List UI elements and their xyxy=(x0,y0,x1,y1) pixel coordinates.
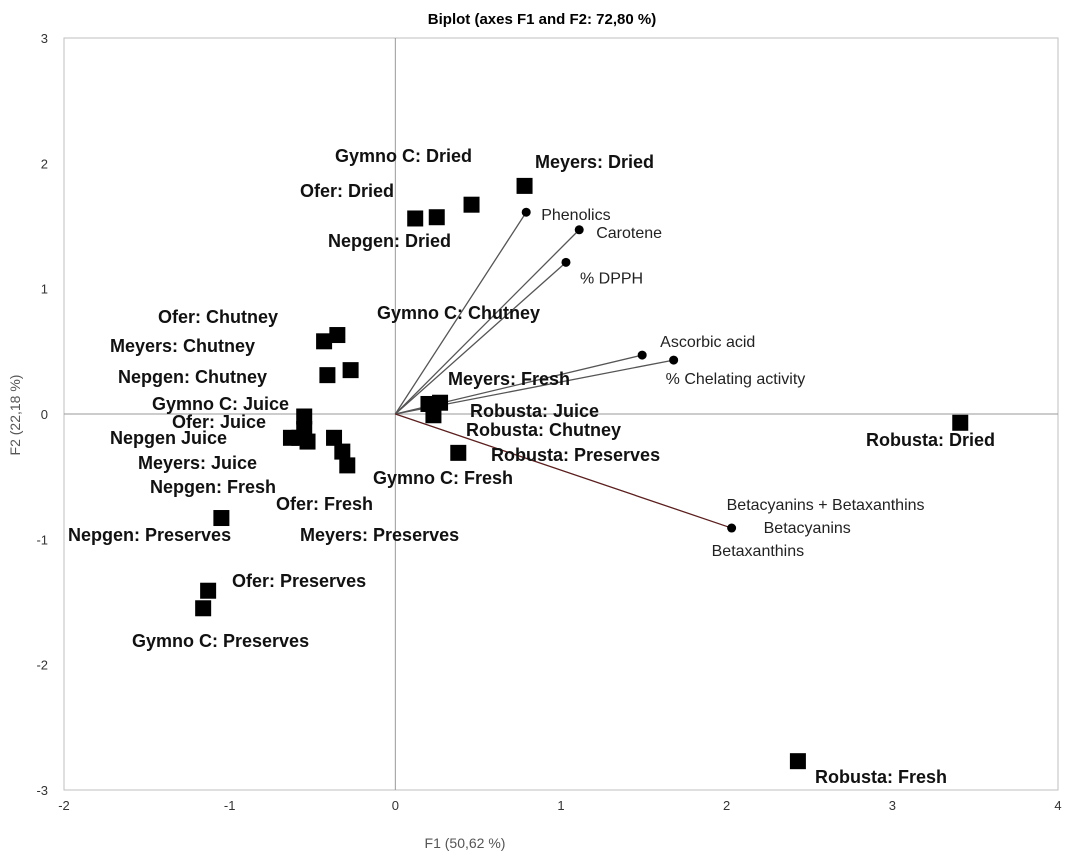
y-tick-label: 2 xyxy=(41,156,48,171)
observation-label: Nepgen Juice xyxy=(110,428,227,448)
observation-label: Ofer: Dried xyxy=(300,181,394,201)
variable-vector-line xyxy=(394,261,567,415)
y-tick-labels: -3 -2 -1 0 1 2 3 xyxy=(36,31,48,798)
observation-label: Gymno C: Juice xyxy=(152,394,289,414)
observation-marker xyxy=(291,429,308,446)
observation-marker xyxy=(450,444,467,461)
chart-title: Biplot (axes F1 and F2: 72,80 %) xyxy=(428,11,656,28)
x-tick-label: 0 xyxy=(392,798,399,813)
observation-marker xyxy=(316,333,333,350)
variable-vector-line xyxy=(395,413,732,529)
variable-vector-tip xyxy=(669,355,679,365)
observation-label: Ofer: Juice xyxy=(172,412,266,432)
x-tick-label: 4 xyxy=(1054,798,1061,813)
observation-label: Meyers: Dried xyxy=(535,152,654,172)
observation-markers xyxy=(195,177,969,770)
observation-label: Robusta: Fresh xyxy=(815,767,947,787)
observation-marker xyxy=(425,407,442,424)
observation-label: Robusta: Chutney xyxy=(466,420,621,440)
x-tick-label: 2 xyxy=(723,798,730,813)
variable-label: Betacyanins + Betaxanthins xyxy=(727,497,925,514)
observation-marker xyxy=(428,209,445,226)
variable-label: Betaxanthins xyxy=(712,543,805,560)
observation-label: Meyers: Juice xyxy=(138,453,257,473)
variable-vector-line xyxy=(394,211,527,415)
variable-vector-line xyxy=(394,229,580,415)
observation-label: Ofer: Preserves xyxy=(232,571,366,591)
observation-marker xyxy=(296,408,313,425)
y-tick-label: -1 xyxy=(36,532,48,547)
y-tick-label: 1 xyxy=(41,282,48,297)
x-tick-label: 3 xyxy=(889,798,896,813)
observation-label: Meyers: Chutney xyxy=(110,336,255,356)
y-tick-label: 3 xyxy=(41,31,48,46)
observation-label: Nepgen: Dried xyxy=(328,231,451,251)
observation-labels: Gymno C: Dried Meyers: Dried Ofer: Dried Ne… xyxy=(68,146,995,787)
observation-label: Gymno C: Preserves xyxy=(132,631,309,651)
observation-label: Ofer: Chutney xyxy=(158,307,278,327)
observation-marker xyxy=(213,510,230,527)
observation-marker xyxy=(329,327,346,344)
variable-vector-tip xyxy=(727,523,737,533)
x-tick-label: 1 xyxy=(557,798,564,813)
observation-label: Nepgen: Chutney xyxy=(118,367,267,387)
observation-label: Ofer: Fresh xyxy=(276,494,373,514)
observation-marker xyxy=(334,443,351,460)
observation-marker xyxy=(319,367,336,384)
variable-vector-tip xyxy=(521,207,531,217)
variable-label: Betacyanins xyxy=(764,520,851,537)
variable-vector-tip xyxy=(574,225,584,235)
variable-label: Ascorbic acid xyxy=(660,334,755,351)
observation-label: Robusta: Preserves xyxy=(491,445,660,465)
observation-label: Gymno C: Chutney xyxy=(377,303,540,323)
variable-label: Carotene xyxy=(596,225,662,242)
observation-marker xyxy=(952,414,969,431)
y-tick-label: 0 xyxy=(41,407,48,422)
observation-marker xyxy=(516,177,533,194)
observation-marker xyxy=(407,210,424,227)
y-tick-label: -2 xyxy=(36,658,48,673)
observation-label: Meyers: Fresh xyxy=(448,369,570,389)
observation-label: Nepgen: Fresh xyxy=(150,477,276,497)
observation-label: Gymno C: Fresh xyxy=(373,468,513,488)
observation-marker xyxy=(789,753,806,770)
observation-label: Robusta: Juice xyxy=(470,401,599,421)
variable-vector-tip xyxy=(637,350,647,360)
observation-marker xyxy=(195,600,212,617)
variable-label: % DPPH xyxy=(580,270,643,287)
x-tick-label: -2 xyxy=(58,798,70,813)
y-tick-label: -3 xyxy=(36,783,48,798)
variable-label: % Chelating activity xyxy=(666,371,806,388)
observation-marker xyxy=(342,362,359,379)
observation-marker xyxy=(326,429,343,446)
y-axis-label: F2 (22,18 %) xyxy=(7,375,23,456)
x-axis-label: F1 (50,62 %) xyxy=(425,835,506,851)
variable-vector-tip xyxy=(561,257,571,267)
observation-label: Meyers: Preserves xyxy=(300,525,459,545)
observation-label: Nepgen: Preserves xyxy=(68,525,231,545)
observation-label: Gymno C: Dried xyxy=(335,146,472,166)
variable-label: Phenolics xyxy=(541,207,610,224)
observation-marker xyxy=(200,582,217,599)
observation-label: Robusta: Dried xyxy=(866,430,995,450)
x-tick-labels: -2 -1 0 1 2 3 4 xyxy=(58,798,1061,813)
x-tick-label: -1 xyxy=(224,798,236,813)
observation-marker xyxy=(339,457,356,474)
observation-marker xyxy=(463,196,480,213)
